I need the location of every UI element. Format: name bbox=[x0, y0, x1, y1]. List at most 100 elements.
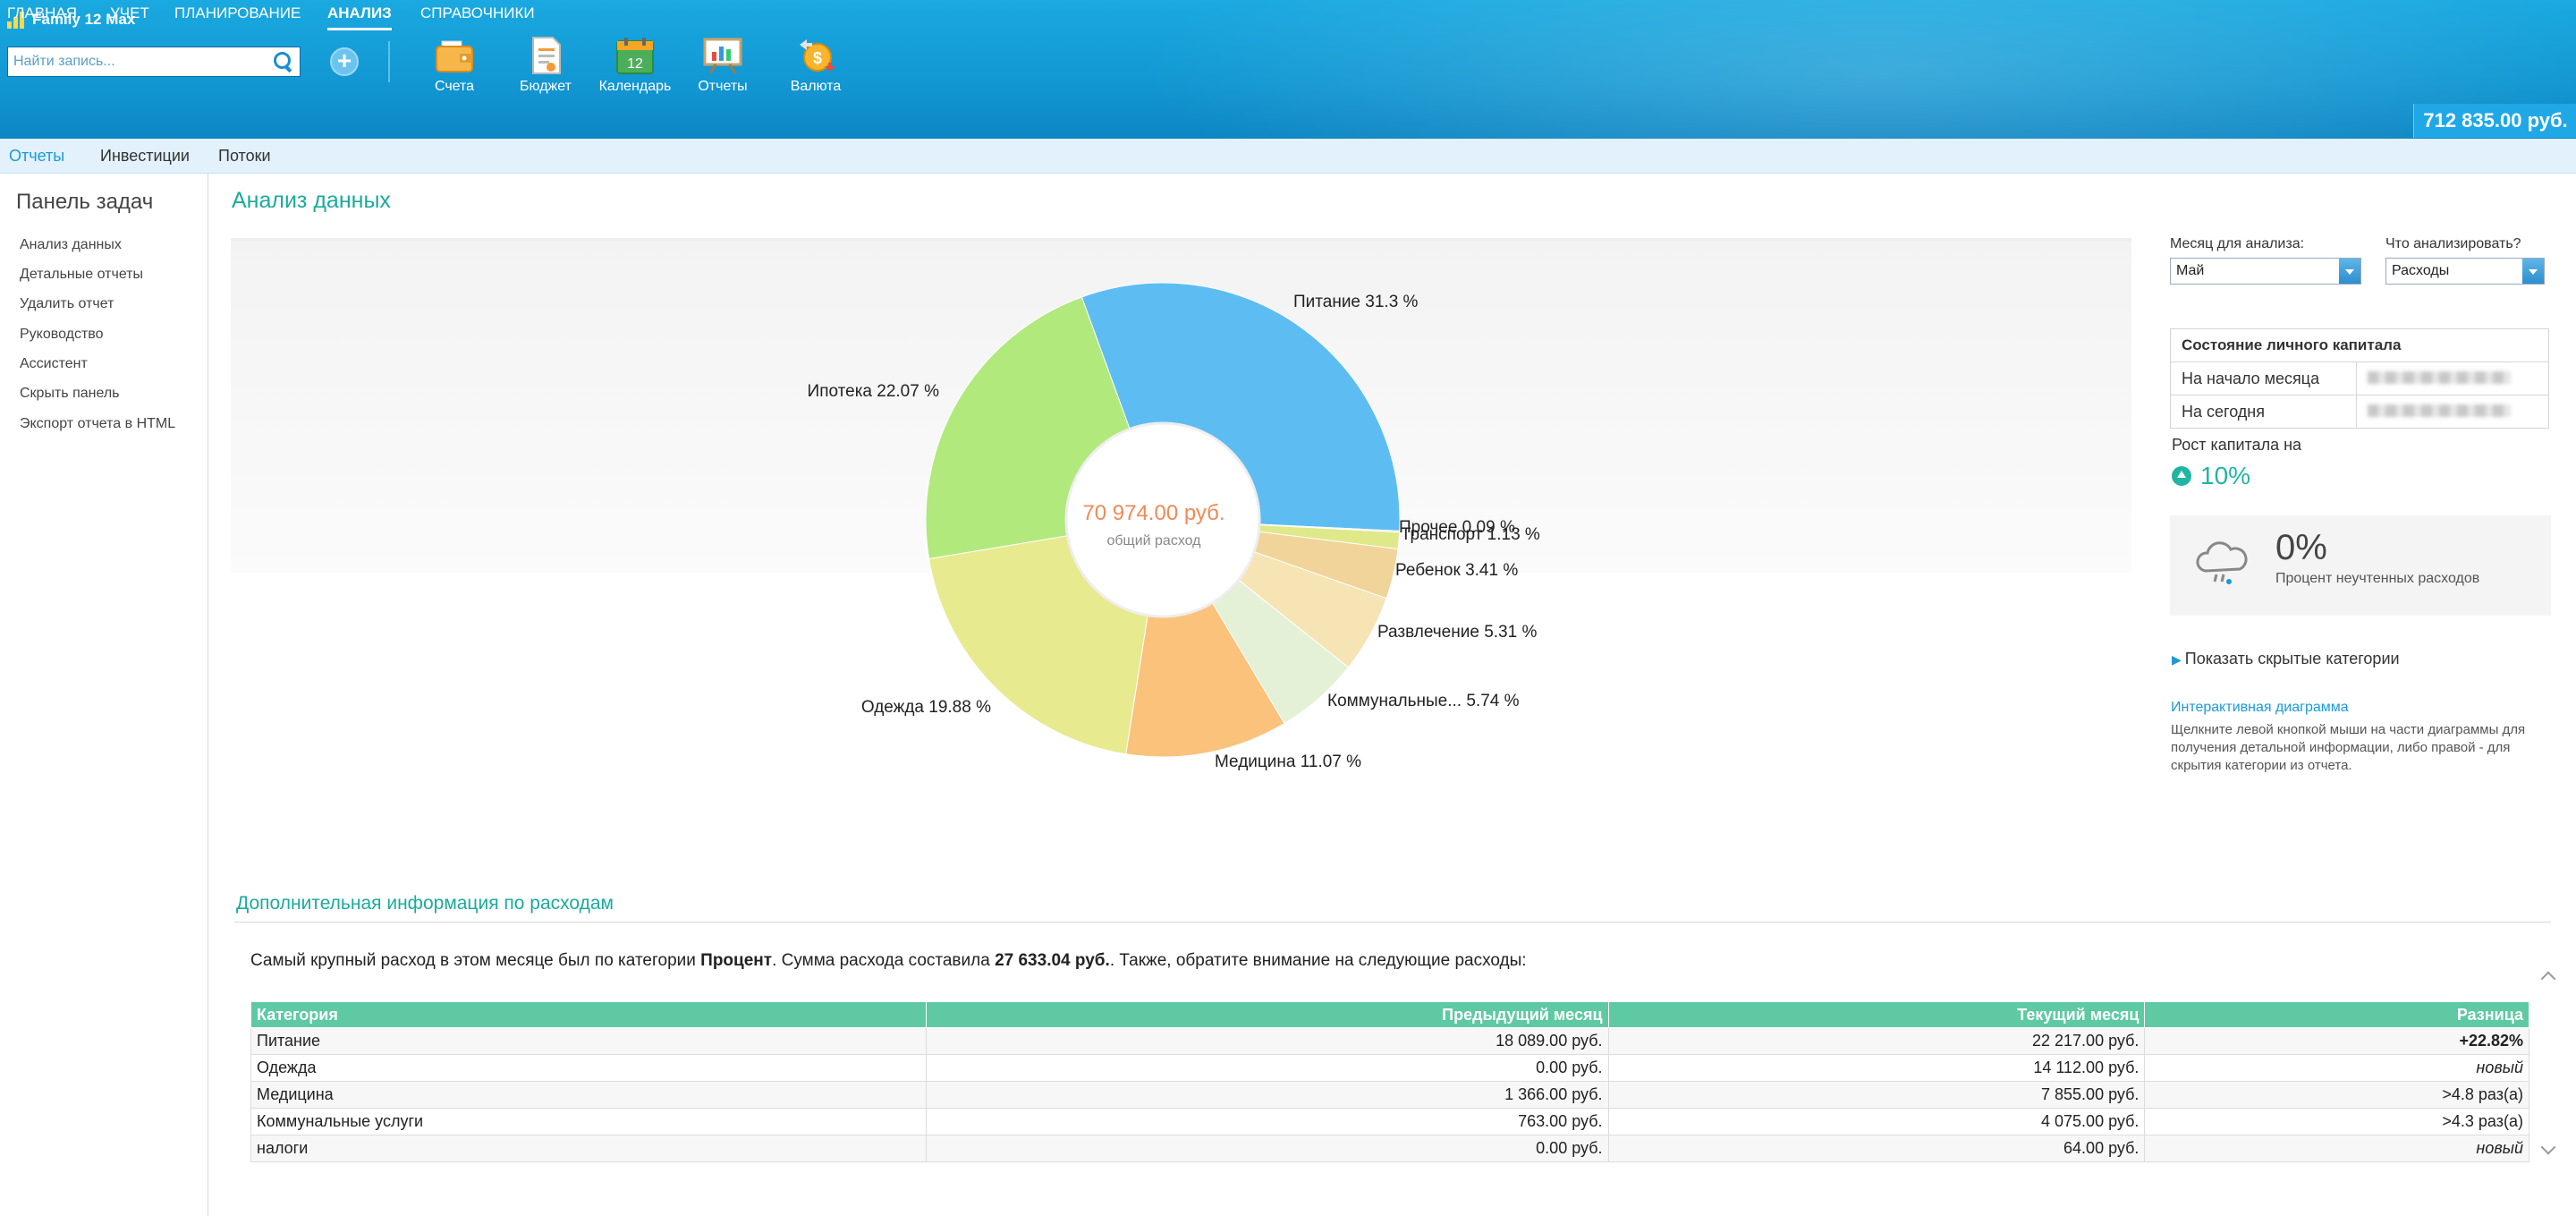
page-title: Анализ данных bbox=[232, 188, 391, 213]
table-row: На начало месяца bbox=[2169, 361, 2549, 395]
sidebar-item-detailed-reports[interactable]: Детальные отчеты bbox=[20, 267, 144, 282]
toolbar-reports-label: Отчеты bbox=[698, 79, 748, 94]
capital-growth-label: Рост капитала на bbox=[2172, 436, 2302, 454]
table-row: Коммунальные услуги 763.00 руб. 4 075.00… bbox=[250, 1108, 2529, 1135]
unaccounted-label: Процент неучтенных расходов bbox=[2275, 571, 2480, 586]
expense-comparison-table: Категория Предыдущий месяц Текущий месяц… bbox=[250, 1001, 2529, 1162]
toolbar-calendar-label: Календарь bbox=[598, 79, 672, 94]
toolbar-currency-button[interactable]: $ Валюта bbox=[775, 36, 857, 100]
scroll-down-button[interactable] bbox=[2540, 1142, 2558, 1160]
cell-category: Медицина bbox=[250, 1081, 927, 1109]
toolbar-currency-label: Валюта bbox=[790, 79, 842, 94]
cell-difference: >4.3 раз(а) bbox=[2144, 1108, 2529, 1135]
capital-growth: 10% bbox=[2172, 462, 2250, 490]
header-decoration bbox=[1073, 0, 2576, 139]
toolbar-separator bbox=[388, 41, 390, 82]
cell-previous: 1 366.00 руб. bbox=[925, 1081, 1609, 1109]
pie-slice-label: Коммунальные... 5.74 % bbox=[1327, 692, 1520, 710]
sidebar-item-guide[interactable]: Руководство bbox=[20, 327, 104, 342]
table-row: Медицина 1 366.00 руб. 7 855.00 руб. >4.… bbox=[250, 1081, 2529, 1109]
triangle-right-icon: ▶ bbox=[2172, 652, 2182, 667]
nav-home[interactable]: ГЛАВНАЯ bbox=[7, 4, 77, 21]
table-row: На сегодня bbox=[2169, 395, 2549, 429]
arrow-up-icon bbox=[2172, 466, 2191, 486]
cell-difference: +22.82% bbox=[2144, 1027, 2529, 1055]
report-board-icon bbox=[701, 36, 744, 75]
capital-table-title: Состояние личного капитала bbox=[2170, 328, 2549, 362]
toolbar-budget-button[interactable]: Бюджет bbox=[504, 36, 587, 100]
chart-top-border bbox=[231, 238, 2131, 242]
sidebar-item-assistant[interactable]: Ассистент bbox=[20, 356, 88, 371]
month-select-label: Месяц для анализа: bbox=[2170, 236, 2305, 251]
currency-coin-icon: $ bbox=[794, 36, 837, 75]
month-select[interactable]: Май bbox=[2170, 258, 2361, 285]
sidebar-item-data-analysis[interactable]: Анализ данных bbox=[20, 237, 122, 252]
add-record-button[interactable]: + bbox=[330, 47, 359, 76]
cell-difference: >4.8 раз(а) bbox=[2144, 1081, 2529, 1109]
table-row: налоги 0.00 руб. 64.00 руб. новый bbox=[250, 1135, 2529, 1162]
capital-row-value bbox=[2356, 395, 2549, 429]
task-panel: Панель задач Анализ данных Детальные отч… bbox=[0, 174, 208, 1216]
capital-row-label: На сегодня bbox=[2169, 395, 2358, 429]
sidebar-item-export-html[interactable]: Экспорт отчета в HTML bbox=[20, 416, 176, 431]
search-input[interactable] bbox=[8, 47, 271, 76]
cell-previous: 0.00 руб. bbox=[925, 1135, 1609, 1162]
plus-circle-icon: + bbox=[336, 47, 352, 74]
toolbar-reports-button[interactable]: Отчеты bbox=[682, 36, 764, 100]
subnav-reports[interactable]: Отчеты bbox=[9, 147, 65, 165]
total-balance: 712 835.00 руб. bbox=[2413, 104, 2576, 138]
nav-accounting[interactable]: УЧЕТ bbox=[110, 4, 149, 21]
cell-current: 7 855.00 руб. bbox=[1607, 1081, 2146, 1109]
nav-references[interactable]: СПРАВОЧНИКИ bbox=[420, 4, 535, 21]
toolbar-accounts-button[interactable]: Счета bbox=[413, 36, 496, 100]
sidebar-item-hide-panel[interactable]: Скрыть панель bbox=[20, 386, 120, 401]
section-divider bbox=[234, 922, 2551, 923]
nav-planning[interactable]: ПЛАНИРОВАНИЕ bbox=[174, 4, 301, 21]
cell-category: Одежда bbox=[250, 1054, 927, 1082]
cell-current: 4 075.00 руб. bbox=[1607, 1108, 2146, 1135]
search-box bbox=[7, 47, 301, 77]
summary-text: . Сумма расхода составила bbox=[772, 951, 996, 970]
show-hidden-categories-link[interactable]: ▶ Показать скрытые категории bbox=[2172, 650, 2400, 668]
capital-row-value bbox=[2356, 361, 2549, 395]
cloud-icon bbox=[2196, 541, 2248, 584]
analyze-select-value: Расходы bbox=[2392, 263, 2450, 278]
pie-slice-label: Развлечение 5.31 % bbox=[1377, 623, 1537, 642]
scroll-up-button[interactable] bbox=[2540, 966, 2558, 984]
chevron-down-icon[interactable] bbox=[2522, 259, 2544, 284]
toolbar-calendar-button[interactable]: 12 Календарь bbox=[594, 36, 676, 100]
column-header-previous[interactable]: Предыдущий месяц bbox=[925, 1001, 1609, 1028]
cell-category: налоги bbox=[250, 1135, 927, 1162]
wallet-icon bbox=[433, 36, 476, 75]
cell-current: 14 112.00 руб. bbox=[1607, 1054, 2146, 1082]
interactive-chart-title: Интерактивная диаграмма bbox=[2171, 700, 2349, 715]
hidden-value bbox=[2368, 404, 2512, 417]
table-row: Питание 18 089.00 руб. 22 217.00 руб. +2… bbox=[250, 1027, 2529, 1055]
analyze-select[interactable]: Расходы bbox=[2385, 258, 2545, 285]
cell-current: 64.00 руб. bbox=[1607, 1135, 2146, 1162]
additional-info-title: Дополнительная информация по расходам bbox=[236, 893, 614, 914]
search-icon[interactable] bbox=[271, 49, 296, 74]
subnav-investments[interactable]: Инвестиции bbox=[100, 147, 190, 165]
column-header-current[interactable]: Текущий месяц bbox=[1607, 1001, 2146, 1028]
cell-difference: новый bbox=[2144, 1135, 2529, 1162]
cell-difference: новый bbox=[2144, 1054, 2529, 1082]
nav-analysis[interactable]: АНАЛИЗ bbox=[327, 0, 392, 30]
summary-amount: 27 633.04 руб. bbox=[995, 951, 1110, 970]
subnav-flows[interactable]: Потоки bbox=[218, 147, 271, 165]
budget-document-icon bbox=[524, 36, 567, 75]
app-logo-icon bbox=[7, 11, 25, 29]
expense-summary: Самый крупный расход в этом месяце был п… bbox=[250, 951, 1527, 971]
column-header-difference[interactable]: Разница bbox=[2144, 1001, 2529, 1028]
column-header-category[interactable]: Категория bbox=[250, 1001, 927, 1028]
cell-previous: 763.00 руб. bbox=[925, 1108, 1609, 1135]
toolbar-accounts-label: Счета bbox=[434, 79, 475, 94]
sidebar-item-delete-report[interactable]: Удалить отчет bbox=[20, 296, 114, 311]
summary-text: . Также, обратите внимание на следующие … bbox=[1109, 951, 1527, 970]
toolbar-budget-label: Бюджет bbox=[520, 79, 572, 94]
chevron-down-icon[interactable] bbox=[2339, 259, 2360, 284]
unaccounted-expenses-box: 0% Процент неучтенных расходов bbox=[2170, 515, 2551, 616]
table-row: Одежда 0.00 руб. 14 112.00 руб. новый bbox=[250, 1054, 2529, 1082]
app-title: Family 12 Max bbox=[32, 11, 136, 28]
task-panel-title: Панель задач bbox=[16, 190, 154, 214]
